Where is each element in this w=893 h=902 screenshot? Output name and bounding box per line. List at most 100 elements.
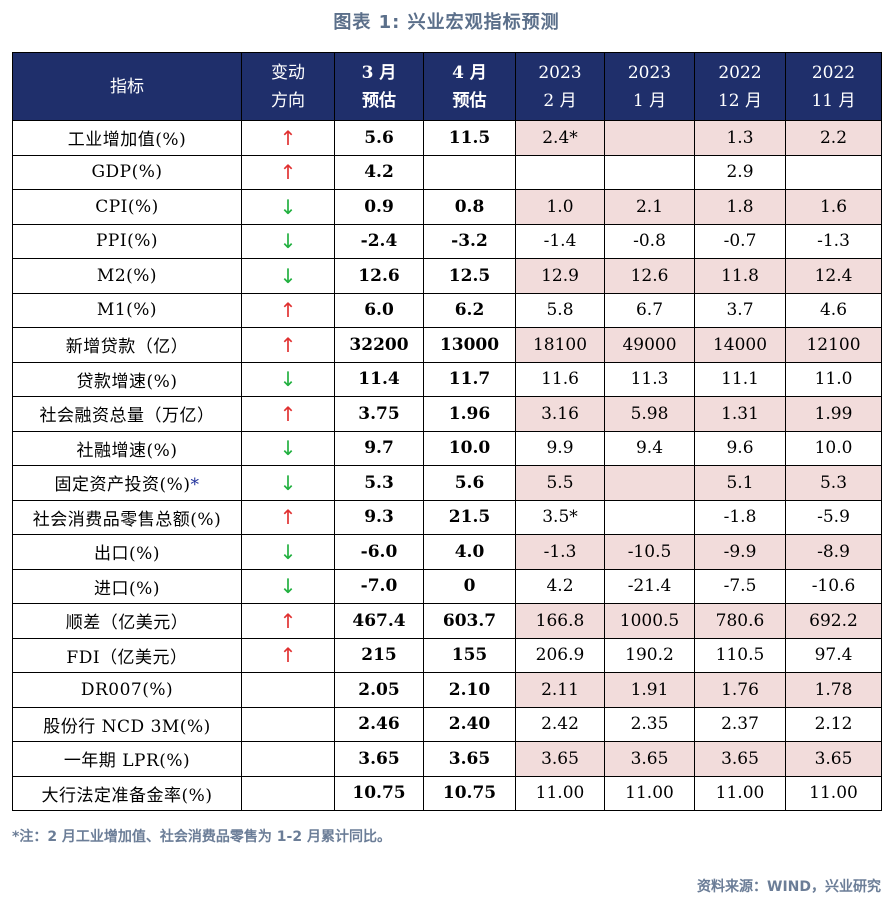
- indicator-label: 一年期 LPR(%): [63, 751, 191, 772]
- history-value: 11.6: [515, 361, 605, 397]
- footnote-star: *: [190, 475, 200, 496]
- indicator-label: 社会融资总量（万亿）: [39, 406, 215, 427]
- indicator-name: 大行法定准备金率(%): [12, 775, 242, 811]
- table-row: 股份行 NCD 3M(%) 2.46 2.40 2.42 2.35 2.37 2.12: [12, 706, 882, 742]
- history-value: 11.00: [604, 775, 695, 811]
- history-value: 5.1: [694, 465, 786, 501]
- history-value: 780.6: [694, 603, 786, 639]
- indicator-name: 顺差（亿美元）: [12, 603, 242, 639]
- table-row: DR007(%) 2.05 2.10 2.11 1.91 1.76 1.78: [12, 672, 882, 708]
- history-value: 3.65: [604, 741, 695, 777]
- indicator-name: 社融增速(%): [12, 430, 242, 466]
- history-value: 5.8: [515, 292, 605, 328]
- apr-forecast-value: 155: [423, 637, 516, 673]
- arrow-up-icon: ↑: [241, 292, 335, 328]
- history-value: 11.8: [694, 258, 786, 294]
- mar-forecast-value: 467.4: [334, 603, 424, 639]
- mar-forecast-value: 9.3: [334, 499, 424, 535]
- indicator-name: 股份行 NCD 3M(%): [12, 706, 242, 742]
- history-value: 97.4: [785, 637, 882, 673]
- history-value: 12.9: [515, 258, 605, 294]
- history-value: 3.7: [694, 292, 786, 328]
- history-value: 4.2: [515, 568, 605, 604]
- history-value: -1.8: [694, 499, 786, 535]
- indicator-label: 社融增速(%): [76, 440, 178, 461]
- indicator-label: 出口(%): [94, 544, 160, 565]
- history-value: 14000: [694, 327, 786, 363]
- history-value: [604, 120, 695, 156]
- history-value: [515, 154, 605, 190]
- history-value: 11.00: [785, 775, 882, 811]
- indicator-label: 进口(%): [94, 578, 160, 599]
- arrow-down-icon: ↓: [241, 534, 335, 570]
- history-value: 2.9: [694, 154, 786, 190]
- mar-forecast-value: 215: [334, 637, 424, 673]
- apr-forecast-value: 3.65: [423, 741, 516, 777]
- history-value: -0.8: [604, 223, 695, 259]
- mar-forecast-value: 3.65: [334, 741, 424, 777]
- header-c3-line1: 2022: [718, 62, 762, 83]
- header-mar-line2: 预估: [362, 90, 396, 111]
- indicator-name: GDP(%): [12, 154, 242, 190]
- apr-forecast-value: 603.7: [423, 603, 516, 639]
- header-2023-jan: 2023 1 月: [604, 52, 695, 121]
- history-value: -10.5: [604, 534, 695, 570]
- mar-forecast-value: -2.4: [334, 223, 424, 259]
- history-value: 2.4*: [515, 120, 605, 156]
- arrow-up-icon: ↑: [241, 637, 335, 673]
- history-value: 5.5: [515, 465, 605, 501]
- arrow-up-icon: ↑: [241, 396, 335, 432]
- history-value: 2.37: [694, 706, 786, 742]
- indicator-label: CPI(%): [95, 196, 159, 217]
- indicator-name: DR007(%): [12, 672, 242, 708]
- indicator-name: 进口(%): [12, 568, 242, 604]
- indicator-label: 顺差（亿美元）: [65, 613, 189, 634]
- history-value: 5.98: [604, 396, 695, 432]
- history-value: 6.7: [604, 292, 695, 328]
- indicator-label: M1(%): [96, 300, 158, 321]
- indicator-label: GDP(%): [91, 162, 163, 183]
- arrow-up-icon: ↑: [241, 154, 335, 190]
- table-row: 社融增速(%) ↓ 9.7 10.0 9.9 9.4 9.6 10.0: [12, 430, 882, 466]
- arrow-up-icon: ↑: [241, 603, 335, 639]
- indicator-name: 出口(%): [12, 534, 242, 570]
- arrow-down-icon: ↓: [241, 189, 335, 225]
- table-row: GDP(%) ↑ 4.2 2.9: [12, 154, 882, 190]
- header-apr-line1: 4 月: [452, 62, 487, 83]
- indicator-name: PPI(%): [12, 223, 242, 259]
- apr-forecast-value: 5.6: [423, 465, 516, 501]
- indicator-name: 社会融资总量（万亿）: [12, 396, 242, 432]
- history-value: 9.6: [694, 430, 786, 466]
- history-value: -21.4: [604, 568, 695, 604]
- table-row: 社会消费品零售总额(%) ↑ 9.3 21.5 3.5* -1.8 -5.9: [12, 499, 882, 535]
- arrow-up-icon: ↑: [241, 120, 335, 156]
- arrow-down-icon: ↓: [241, 430, 335, 466]
- history-value: 11.3: [604, 361, 695, 397]
- apr-forecast-value: 10.0: [423, 430, 516, 466]
- apr-forecast-value: 1.96: [423, 396, 516, 432]
- table-row: FDI（亿美元） ↑ 215 155 206.9 190.2 110.5 97.4: [12, 637, 882, 673]
- history-value: 3.65: [694, 741, 786, 777]
- indicator-name: 贷款增速(%): [12, 361, 242, 397]
- history-value: 1.6: [785, 189, 882, 225]
- header-c2-line1: 2023: [627, 62, 672, 83]
- table-row: 社会融资总量（万亿） ↑ 3.75 1.96 3.16 5.98 1.31 1.99: [12, 396, 882, 432]
- history-value: 1.76: [694, 672, 786, 708]
- history-value: 1.0: [515, 189, 605, 225]
- table-row: 贷款增速(%) ↓ 11.4 11.7 11.6 11.3 11.1 11.0: [12, 361, 882, 397]
- history-value: 692.2: [785, 603, 882, 639]
- table-row: CPI(%) ↓ 0.9 0.8 1.0 2.1 1.8 1.6: [12, 189, 882, 225]
- history-value: -0.7: [694, 223, 786, 259]
- mar-forecast-value: 5.3: [334, 465, 424, 501]
- history-value: 4.6: [785, 292, 882, 328]
- direction-cell: [241, 706, 335, 742]
- mar-forecast-value: 2.05: [334, 672, 424, 708]
- history-value: 190.2: [604, 637, 695, 673]
- table-row: 工业增加值(%) ↑ 5.6 11.5 2.4* 1.3 2.2: [12, 120, 882, 156]
- history-value: [785, 154, 882, 190]
- history-value: 9.4: [604, 430, 695, 466]
- indicator-name: M1(%): [12, 292, 242, 328]
- arrow-up-icon: ↑: [241, 327, 335, 363]
- mar-forecast-value: 9.7: [334, 430, 424, 466]
- history-value: -9.9: [694, 534, 786, 570]
